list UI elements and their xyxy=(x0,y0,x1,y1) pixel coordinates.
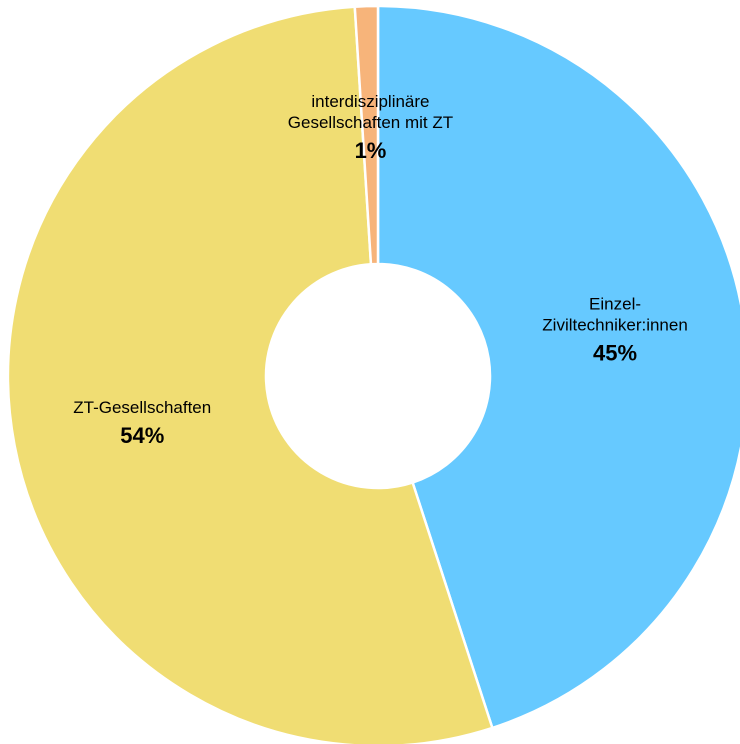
slice xyxy=(376,4,740,730)
slice-label: ZT-Gesellschaften xyxy=(73,398,211,417)
value-label: 54% xyxy=(120,423,164,448)
slice xyxy=(6,5,494,744)
slice-label: Einzel-Ziviltechniker:innen xyxy=(542,294,688,334)
value-label: 1% xyxy=(355,138,387,163)
value-label: 45% xyxy=(593,340,637,365)
slice xyxy=(353,4,380,266)
slice-label: interdisziplinäre Gesellschaften mit ZT xyxy=(288,92,453,132)
